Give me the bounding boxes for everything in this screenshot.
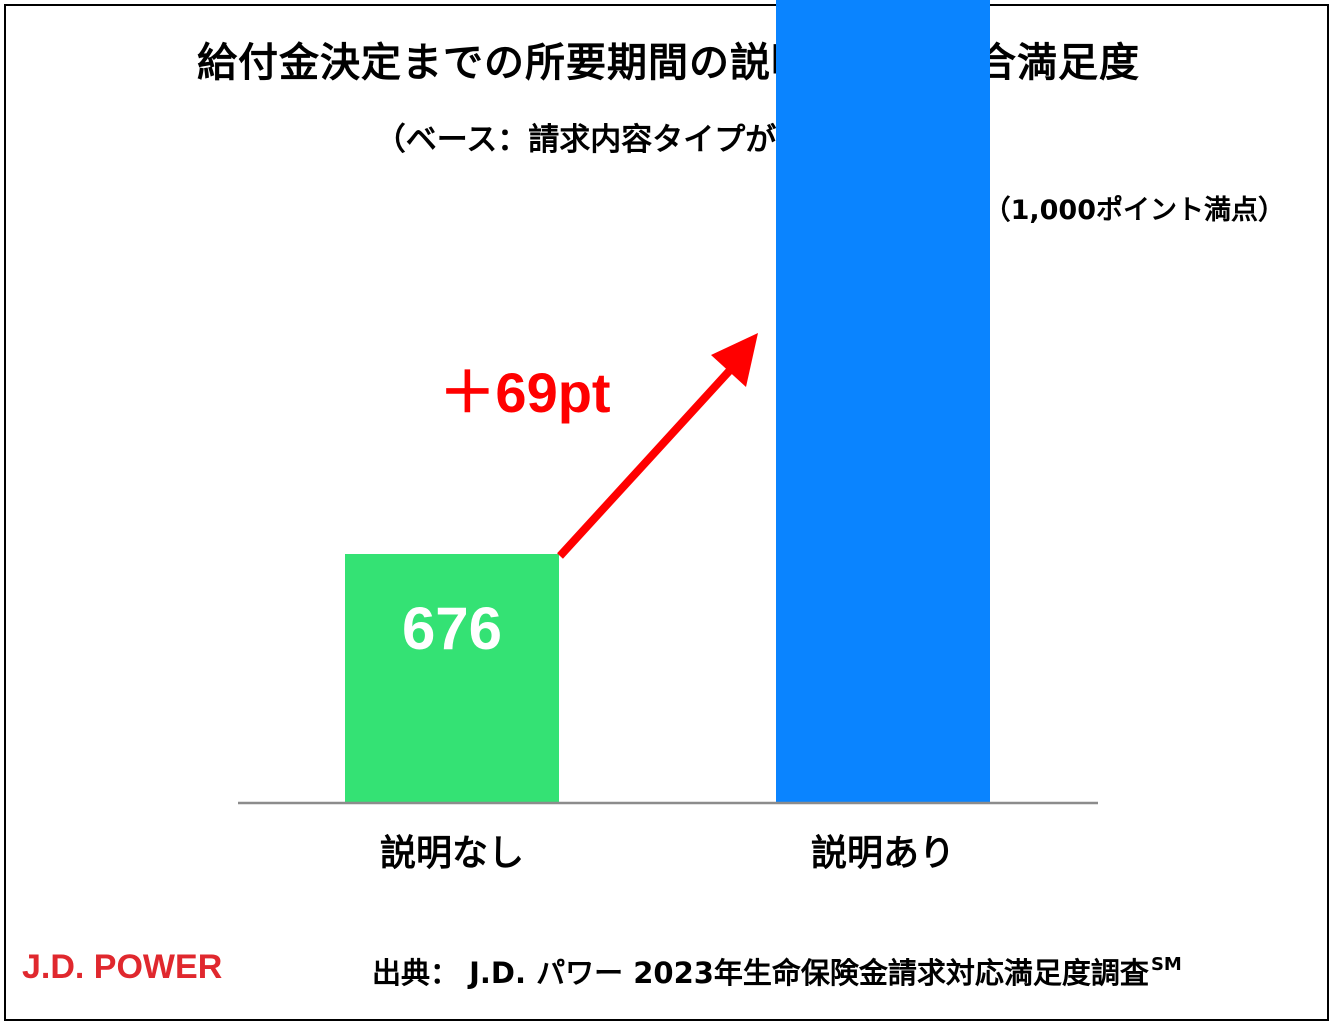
arrow-head [711,333,758,387]
increase-arrow [557,333,758,559]
difference-annotation: ＋69pt [439,361,610,424]
source-note: 出典： J.D. パワー 2023年生命保険金請求対応満足度調査 SM [372,950,1182,992]
data-label-2: 745 [833,0,933,1]
bar-2 [776,0,990,803]
category-label-2: 説明あり [811,833,955,874]
unit-note: （1,000ポイント満点） [983,195,1285,226]
bar-1 [345,554,559,803]
jd-power-logo: J.D. POWER [22,948,223,986]
arrow-shaft [557,365,735,559]
chart-frame [4,4,1329,1021]
source-label: 出典： [372,956,460,990]
source-text: J.D. パワー 2023年生命保険金請求対応満足度調査 [469,956,1149,990]
data-label-1: 676 [402,595,502,662]
category-label-1: 説明なし [380,833,524,874]
service-mark: SM [1150,954,1182,975]
